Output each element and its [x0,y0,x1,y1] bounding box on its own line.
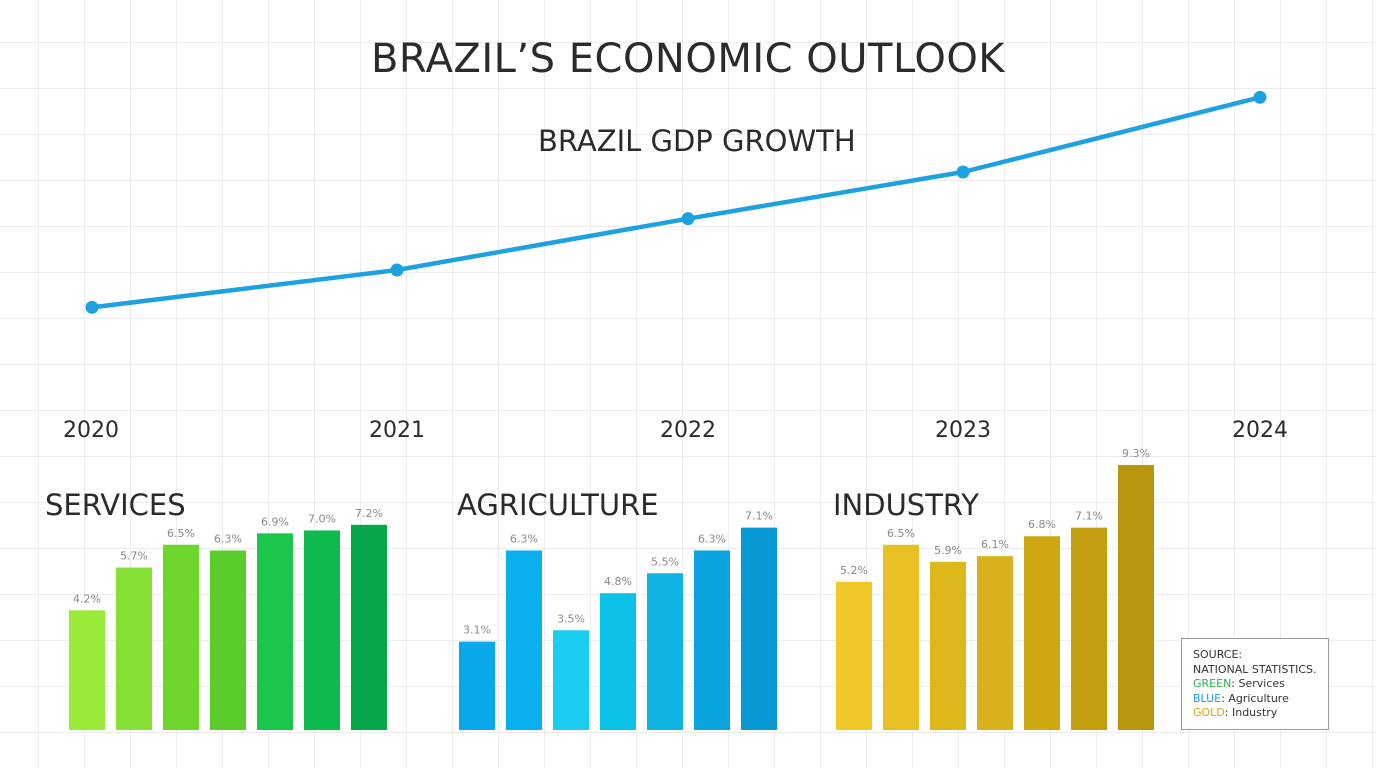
bar-value-label: 6.9% [261,515,289,528]
bar [836,581,872,730]
bar-value-label: 3.5% [557,612,585,625]
x-tick-label: 2022 [660,418,716,443]
bar [1024,536,1060,730]
bar [210,550,246,730]
gdp-point [1253,90,1267,104]
bar-value-label: 6.5% [167,527,195,540]
bar [459,641,495,730]
bar [741,527,777,730]
bar-value-label: 7.2% [355,507,383,520]
agriculture-panel-title: AGRICULTURE [457,488,659,522]
gdp-point [956,165,970,179]
source-label: SOURCE: [1193,648,1243,661]
bar-value-label: 7.0% [308,513,336,526]
services-bar-chart: 4.2% 5.7% 6.5% 6.3% 6.9% 7.0% 7.2% [69,507,387,730]
bar-value-label: 7.1% [1075,510,1103,523]
bar-value-label: 3.1% [463,624,491,637]
bar-value-label: 9.3% [1122,447,1150,460]
bar [647,573,683,730]
gdp-line-chart [85,90,1267,314]
bar [163,544,199,730]
bar-value-label: 4.2% [73,592,101,605]
legend-separator: : [1231,677,1239,691]
gdp-point [390,263,404,277]
bar-value-label: 6.1% [981,538,1009,551]
legend-key: GOLD [1193,706,1225,720]
bar [883,544,919,730]
bar-value-label: 6.3% [698,532,726,545]
legend-item-services: GREEN: Services [1193,677,1328,692]
gdp-chart-title: BRAZIL GDP GROWTH [538,124,856,158]
bar [69,610,105,730]
industry-panel-title: INDUSTRY [833,488,979,522]
bar [600,593,636,730]
legend-key: GREEN [1193,677,1232,691]
gdp-line [89,95,1263,310]
legend-text: Agriculture [1228,691,1289,705]
gdp-point [85,300,99,314]
bar [553,630,589,730]
bar [116,567,152,730]
x-tick-label: 2020 [63,418,119,443]
bar [1118,464,1154,730]
bar [694,550,730,730]
bar-value-label: 6.3% [510,532,538,545]
legend-item-industry: GOLD: Industry [1193,706,1328,721]
legend-text: Industry [1231,706,1278,720]
bar [304,530,340,730]
legend-item-agriculture: BLUE: Agriculture [1193,692,1328,707]
agriculture-bar-chart: 3.1% 6.3% 3.5% 4.8% 5.5% 6.3% 7.1% [459,510,777,730]
bar [977,556,1013,730]
industry-bar-chart: 5.2% 6.5% 5.9% 6.1% 6.8% 7.1% 9.3% [836,447,1154,730]
bar-value-label: 5.5% [651,555,679,568]
x-tick-label: 2024 [1232,418,1288,443]
page-title: BRAZIL’S ECONOMIC OUTLOOK [370,36,1006,82]
bar [257,533,293,730]
bar-value-label: 5.9% [934,544,962,557]
bar-value-label: 7.1% [745,510,773,523]
legend-separator: : [1224,706,1232,720]
gdp-point [681,212,695,226]
source-value: NATIONAL STATISTICS. [1193,662,1317,676]
bar [506,550,542,730]
bar [930,561,966,730]
x-tick-label: 2023 [935,418,991,443]
bar-value-label: 6.5% [887,527,915,540]
bar-value-label: 6.8% [1028,518,1056,531]
legend-text: Services [1238,677,1285,691]
legend-box: SOURCE: NATIONAL STATISTICS. GREEN: Serv… [1181,638,1329,730]
services-panel-title: SERVICES [45,488,186,522]
bar-value-label: 5.7% [120,550,148,563]
bar [351,524,387,730]
x-tick-label: 2021 [369,418,425,443]
legend-key: BLUE [1193,691,1222,705]
bar-value-label: 6.3% [214,532,242,545]
legend-separator: : [1221,691,1229,705]
bar [1071,527,1107,730]
bar-value-label: 5.2% [840,564,868,577]
bar-value-label: 4.8% [604,575,632,588]
